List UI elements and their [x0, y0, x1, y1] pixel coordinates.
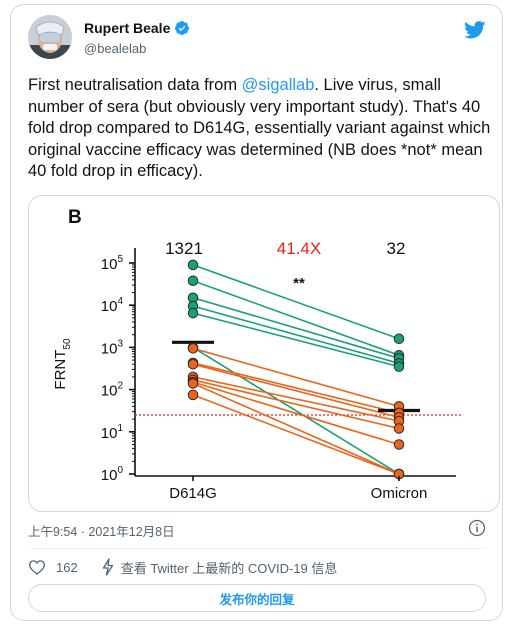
point-d614g: [187, 259, 199, 271]
pair-line: [192, 394, 400, 475]
tweet-text-end: . Live virus, small number of sera (but …: [28, 76, 491, 180]
y-tick-label: 101: [101, 423, 124, 442]
pair-line: [192, 362, 400, 414]
point-d614g: [187, 275, 199, 286]
author-handle[interactable]: @bealelab: [84, 41, 147, 56]
tweet-timestamp[interactable]: 上午9:54 · 2021年12月8日: [28, 525, 175, 539]
pair-line: [192, 379, 400, 430]
point-d614g: [187, 378, 199, 389]
pair-line: [192, 346, 400, 475]
author-name[interactable]: Rupert Beale: [84, 20, 171, 36]
fold-change-label: 41.4X: [277, 239, 321, 258]
x-label-d614g: D614G: [169, 485, 217, 502]
point-d614g: [187, 389, 199, 401]
covid-info-text: 查看 Twitter 上最新的 COVID-19 信息: [120, 560, 338, 576]
point-d614g: [187, 358, 199, 370]
pair-line: [192, 381, 400, 446]
tweet-card: Rupert Beale @bealelab First neutralisat…: [10, 4, 503, 621]
pair-line: [192, 376, 400, 422]
point-omicron: [393, 333, 405, 345]
author-name-row[interactable]: Rupert Beale: [84, 20, 190, 36]
y-axis-title: FRNT50: [52, 338, 73, 390]
mention-link[interactable]: @sigallab: [241, 76, 315, 94]
covid-info-link[interactable]: 查看 Twitter 上最新的 COVID-19 信息: [102, 558, 338, 577]
heart-icon: [29, 560, 45, 575]
pair-line: [192, 382, 400, 475]
pair-line: [192, 312, 400, 368]
y-axis-title-sub: 50: [62, 338, 73, 350]
y-tick-label: 105: [101, 254, 124, 273]
y-axis-title-main: FRNT: [52, 350, 69, 390]
avatar-image: [28, 15, 72, 59]
avatar[interactable]: [28, 15, 72, 59]
like-button[interactable]: 162: [28, 559, 78, 575]
lightning-icon: [102, 558, 113, 576]
reply-button[interactable]: 发布你的回复: [28, 584, 486, 612]
y-axis-ticks: 105 104 103 102 101 100: [101, 254, 135, 484]
panel-label: B: [68, 207, 82, 228]
twitter-bird-icon[interactable]: [464, 21, 486, 39]
point-omicron: [393, 439, 405, 450]
y-tick-label: 100: [101, 465, 124, 484]
data-points: [187, 259, 405, 480]
significance-label: **: [293, 275, 305, 292]
pair-line: [192, 305, 400, 365]
x-label-omicron: Omicron: [371, 485, 428, 502]
pair-line: [192, 363, 400, 419]
tweet-text: First neutralisation data from @sigallab…: [28, 75, 493, 183]
tweet-text-start: First neutralisation data from: [28, 76, 242, 94]
pair-line: [192, 279, 400, 357]
y-tick-label: 103: [101, 338, 124, 357]
paired-lines: [192, 264, 400, 475]
tweet-image[interactable]: B 1321 41.4X 32 ** FRNT50 105 104 103 102 10…: [28, 195, 500, 512]
point-omicron: [393, 423, 405, 434]
verified-badge-icon: [175, 21, 190, 35]
point-d614g: [187, 307, 199, 319]
info-icon[interactable]: [468, 519, 486, 537]
neutralisation-chart: B 1321 41.4X 32 ** FRNT50 10510410310210…: [52, 207, 461, 502]
y-tick-label: 102: [101, 381, 124, 400]
pair-line: [192, 347, 400, 408]
svg-text:FRNT50: FRNT50: [52, 338, 73, 390]
pair-line: [192, 297, 400, 360]
gm-label-omicron: 32: [387, 239, 406, 258]
y-tick-label: 104: [101, 296, 124, 315]
like-count: 162: [56, 559, 78, 575]
divider: [28, 548, 486, 549]
action-bar: 162 查看 Twitter 上最新的 COVID-19 信息: [28, 557, 337, 577]
point-omicron: [393, 361, 405, 372]
gm-label-d614g: 1321: [165, 239, 203, 258]
pair-line: [192, 264, 400, 340]
point-d614g: [187, 343, 199, 354]
